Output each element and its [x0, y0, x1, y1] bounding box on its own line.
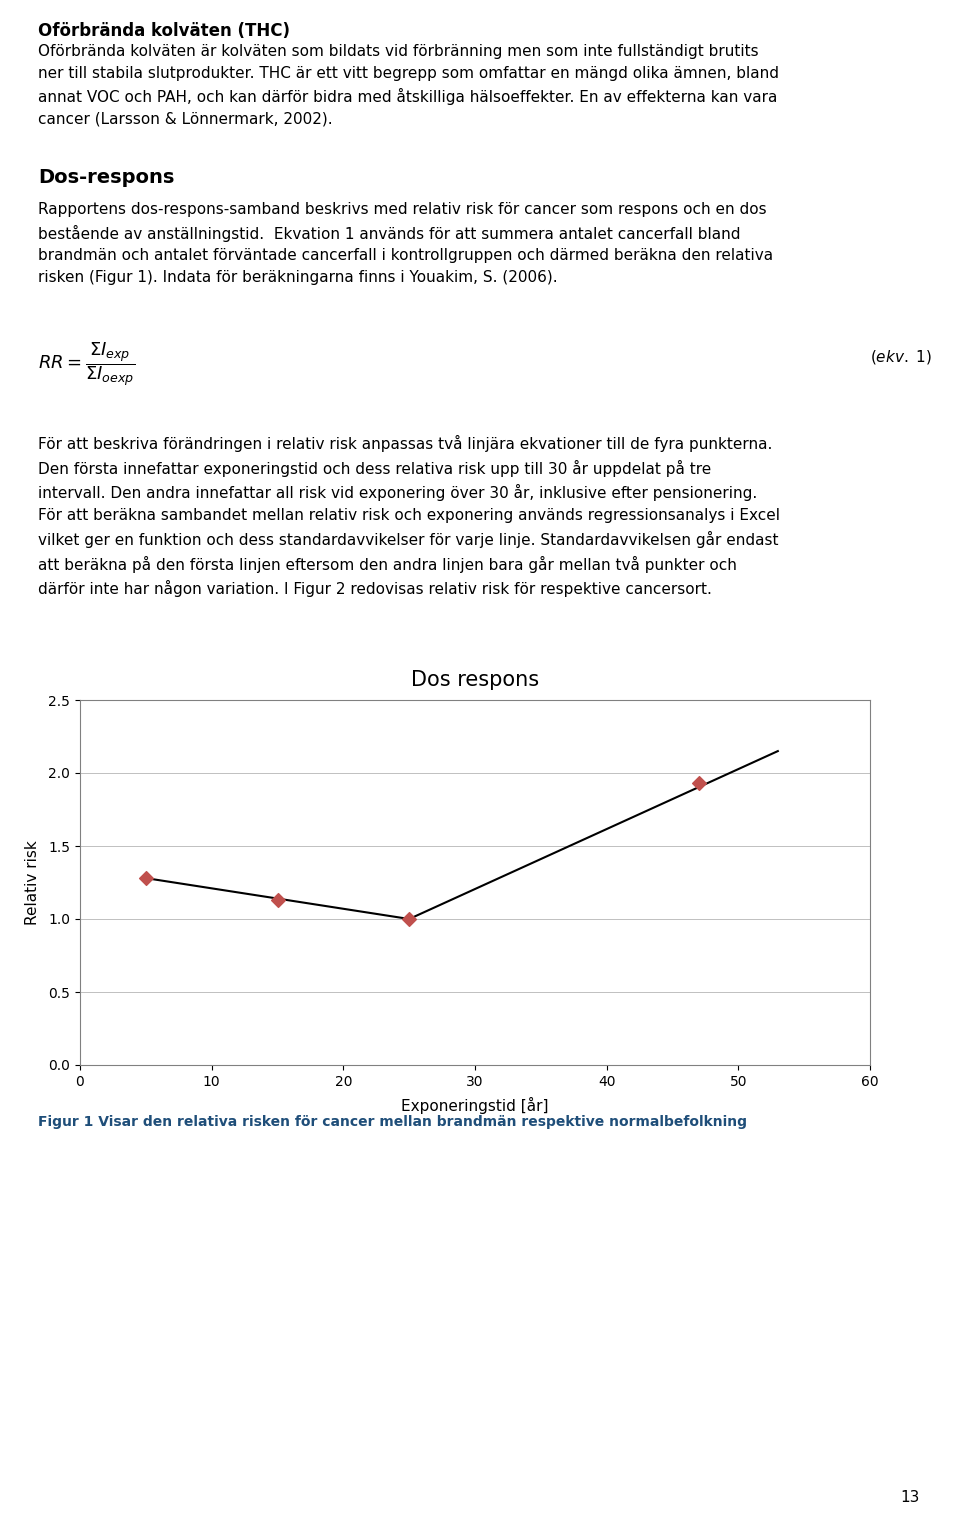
- Text: Dos-respons: Dos-respons: [38, 168, 175, 187]
- Text: Rapportens dos-respons-samband beskrivs med relativ risk för cancer som respons : Rapportens dos-respons-samband beskrivs …: [38, 202, 773, 285]
- Text: Oförbrända kolväten är kolväten som bildats vid förbränning men som inte fullstä: Oförbrända kolväten är kolväten som bild…: [38, 44, 779, 128]
- Point: [401, 906, 417, 931]
- Text: För att beskriva förändringen i relativ risk anpassas två linjära ekvationer til: För att beskriva förändringen i relativ …: [38, 436, 780, 597]
- Text: 13: 13: [900, 1491, 920, 1504]
- Text: $(ekv.\ 1)$: $(ekv.\ 1)$: [870, 348, 932, 366]
- Text: $RR = \dfrac{\Sigma I_{exp}}{\Sigma I_{oexp}}$: $RR = \dfrac{\Sigma I_{exp}}{\Sigma I_{o…: [38, 340, 135, 387]
- X-axis label: Exponeringstid [år]: Exponeringstid [år]: [401, 1098, 549, 1114]
- Point: [138, 865, 154, 890]
- Text: Oförbrända kolväten (THC): Oförbrända kolväten (THC): [38, 21, 290, 39]
- Title: Dos respons: Dos respons: [411, 669, 540, 691]
- Point: [270, 888, 285, 912]
- Text: Figur 1 Visar den relativa risken för cancer mellan brandmän respektive normalbe: Figur 1 Visar den relativa risken för ca…: [38, 1116, 747, 1129]
- Y-axis label: Relativ risk: Relativ risk: [25, 839, 40, 924]
- Point: [691, 771, 707, 795]
